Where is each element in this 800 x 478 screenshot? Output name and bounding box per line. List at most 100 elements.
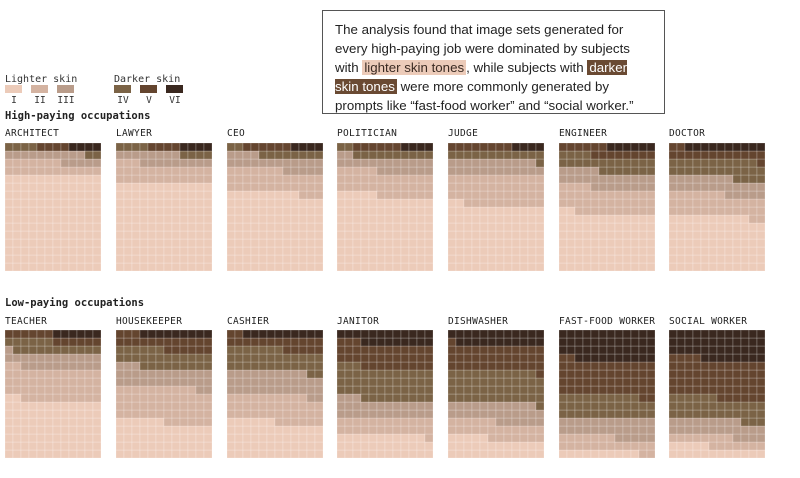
waffle-cell-janitor-iv <box>336 385 346 395</box>
waffle-cell-judge-ii <box>527 182 537 192</box>
waffle-cell-dishwasher-iv <box>463 377 473 387</box>
waffle-cell-dishwasher-ii <box>503 433 513 443</box>
waffle-cell-fast-food-worker-ii <box>598 433 608 443</box>
waffle-cell-housekeeper-i <box>171 449 181 459</box>
waffle-cell-doctor-i <box>732 254 742 264</box>
waffle-cell-engineer-i <box>646 238 656 248</box>
waffle-cell-cashier-iii <box>274 377 284 387</box>
waffle-cell-ceo-i <box>306 238 316 248</box>
waffle-cell-housekeeper-iv <box>147 353 157 363</box>
waffle-cell-social-worker-ii <box>708 433 718 443</box>
waffle-cell-lawyer-i <box>123 246 133 256</box>
waffle-cell-ceo-i <box>226 254 236 264</box>
waffle-cell-dishwasher-iv <box>463 369 473 379</box>
waffle-cell-doctor-iii <box>756 190 766 200</box>
waffle-cell-social-worker-v <box>756 393 766 403</box>
waffle-cell-housekeeper-i <box>179 425 189 435</box>
waffle-cell-judge-v <box>495 142 505 152</box>
waffle-cell-politician-i <box>384 262 394 272</box>
waffle-cell-politician-i <box>392 214 402 224</box>
waffle-cell-doctor-i <box>732 262 742 272</box>
waffle-cell-engineer-i <box>558 214 568 224</box>
waffle-cell-ceo-i <box>226 190 236 200</box>
waffle-cell-lawyer-ii <box>147 166 157 176</box>
waffle-cell-engineer-i <box>638 238 648 248</box>
waffle-cell-lawyer-i <box>163 198 173 208</box>
waffle-cell-lawyer-vi <box>195 142 205 152</box>
waffle-cell-doctor-ii <box>748 198 758 208</box>
waffle-cell-social-worker-iii <box>700 425 710 435</box>
waffle-cell-politician-ii <box>400 174 410 184</box>
waffle-cell-politician-i <box>384 222 394 232</box>
waffle-cell-judge-i <box>511 254 521 264</box>
waffle-cell-ceo-iv <box>234 142 244 152</box>
waffle-cell-engineer-iii <box>646 182 656 192</box>
waffle-cell-lawyer-i <box>139 190 149 200</box>
waffle-cell-judge-i <box>487 246 497 256</box>
waffle-cell-architect-i <box>12 222 22 232</box>
waffle-cell-teacher-i <box>28 425 38 435</box>
waffle-cell-doctor-i <box>740 214 750 224</box>
waffle-cell-fast-food-worker-v <box>622 377 632 387</box>
waffle-cell-dishwasher-vi <box>535 329 545 339</box>
waffle-cell-housekeeper-ii <box>155 385 165 395</box>
waffle-cell-housekeeper-i <box>155 433 165 443</box>
waffle-cell-judge-iii <box>463 166 473 176</box>
waffle-cell-janitor-v <box>424 361 434 371</box>
waffle-cell-social-worker-v <box>668 353 678 363</box>
waffle-cell-lawyer-i <box>155 230 165 240</box>
waffle-cell-engineer-iii <box>630 174 640 184</box>
waffle-cell-housekeeper-iv <box>115 353 125 363</box>
waffle-cell-judge-v <box>479 142 489 152</box>
waffle-cell-doctor-ii <box>716 190 726 200</box>
waffle-cell-architect-v <box>44 142 54 152</box>
waffle-cell-engineer-ii <box>582 206 592 216</box>
waffle-cell-politician-i <box>352 222 362 232</box>
waffle-cell-social-worker-v <box>716 393 726 403</box>
waffle-cell-cashier-ii <box>226 393 236 403</box>
waffle-cell-janitor-i <box>408 433 418 443</box>
waffle-cell-social-worker-iii <box>684 417 694 427</box>
waffle-cell-janitor-vi <box>376 337 386 347</box>
waffle-cell-judge-i <box>527 206 537 216</box>
waffle-cell-fast-food-worker-vi <box>606 345 616 355</box>
waffle-cell-fast-food-worker-v <box>606 385 616 395</box>
waffle-cell-fast-food-worker-iii <box>622 433 632 443</box>
waffle-cell-teacher-iv <box>36 345 46 355</box>
legend-swatch-iv <box>114 85 131 93</box>
waffle-cell-lawyer-i <box>171 262 181 272</box>
waffle-cell-judge-ii <box>495 190 505 200</box>
waffle-cell-engineer-i <box>646 254 656 264</box>
waffle-cell-judge-iii <box>487 166 497 176</box>
waffle-cell-politician-i <box>424 254 434 264</box>
waffle-cell-judge-i <box>463 246 473 256</box>
waffle-cell-judge-v <box>471 142 481 152</box>
waffle-cell-cashier-ii <box>306 417 316 427</box>
waffle-cell-judge-i <box>511 246 521 256</box>
waffle-cell-judge-i <box>495 238 505 248</box>
waffle-cell-judge-i <box>447 222 457 232</box>
waffle-cell-teacher-ii <box>92 393 102 403</box>
waffle-cell-architect-i <box>52 230 62 240</box>
waffle-cell-judge-i <box>455 230 465 240</box>
waffle-cell-teacher-ii <box>36 385 46 395</box>
waffle-cell-social-worker-iv <box>692 393 702 403</box>
waffle-cell-housekeeper-iv <box>147 345 157 355</box>
waffle-cell-janitor-iii <box>368 409 378 419</box>
waffle-cell-dishwasher-ii <box>495 433 505 443</box>
waffle-cell-judge-i <box>503 214 513 224</box>
waffle-cell-teacher-ii <box>28 377 38 387</box>
waffle-cell-cashier-ii <box>274 409 284 419</box>
waffle-cell-judge-i <box>479 246 489 256</box>
waffle-cell-ceo-i <box>234 230 244 240</box>
waffle-cell-politician-iv <box>360 150 370 160</box>
waffle-cell-judge-ii <box>479 182 489 192</box>
waffle-cell-housekeeper-i <box>123 449 133 459</box>
waffle-cell-social-worker-v <box>676 377 686 387</box>
waffle-cell-social-worker-vi <box>708 353 718 363</box>
waffle-cell-dishwasher-ii <box>535 433 545 443</box>
waffle-cell-doctor-i <box>724 238 734 248</box>
waffle-cell-doctor-iv <box>676 158 686 168</box>
waffle-cell-cashier-ii <box>282 401 292 411</box>
waffle-cell-housekeeper-iv <box>139 345 149 355</box>
